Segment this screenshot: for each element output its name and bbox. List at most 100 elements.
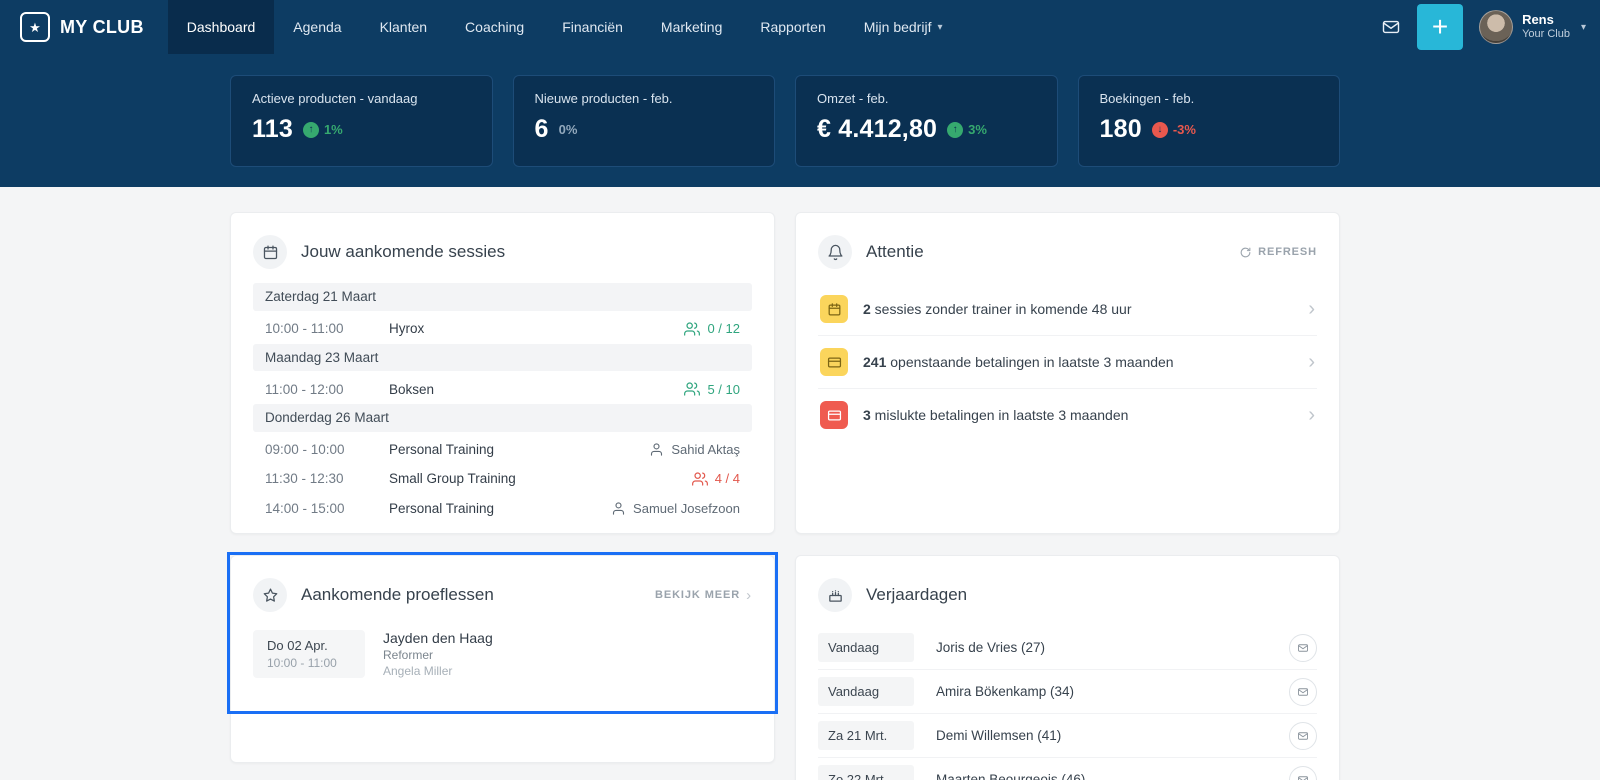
birthday-name: Amira Bökenkamp (34): [936, 684, 1074, 699]
birthday-row: Zo 22 Mrt. Maarten Beourgeois (46): [818, 758, 1317, 780]
session-time: 11:00 - 12:00: [265, 382, 389, 397]
trials-card-wrapper: Aankomende proeflessen BEKIJK MEER › Do …: [230, 555, 775, 763]
user-menu[interactable]: Rens Your Club ▾: [1479, 10, 1586, 44]
nav-item-agenda[interactable]: Agenda: [274, 0, 360, 54]
messages-icon[interactable]: [1381, 17, 1401, 37]
stat-label: Omzet - feb.: [817, 91, 1036, 106]
session-row[interactable]: 10:00 - 11:00 Hyrox 0 / 12: [253, 314, 752, 344]
mail-icon[interactable]: [1289, 766, 1317, 780]
attention-item[interactable]: 241 openstaande betalingen in laatste 3 …: [818, 336, 1317, 389]
trial-client-name: Jayden den Haag: [383, 630, 493, 646]
stat-value: 180: [1100, 115, 1142, 144]
attention-item[interactable]: 3 mislukte betalingen in laatste 3 maand…: [818, 389, 1317, 441]
user-name: Rens: [1522, 12, 1570, 28]
birthday-row: Za 21 Mrt. Demi Willemsen (41): [818, 714, 1317, 758]
refresh-label: REFRESH: [1258, 246, 1317, 258]
mail-icon[interactable]: [1289, 722, 1317, 750]
capacity-text: 4 / 4: [715, 471, 740, 486]
mail-icon[interactable]: [1289, 634, 1317, 662]
payment-card-icon: [820, 401, 848, 429]
nav-item-rapporten[interactable]: Rapporten: [741, 0, 844, 54]
refresh-icon: [1239, 246, 1252, 259]
brand[interactable]: ★ MY CLUB: [0, 0, 168, 54]
trial-details: Jayden den Haag Reformer Angela Miller: [383, 630, 493, 678]
trend-down-icon: ↓: [1152, 122, 1168, 138]
users-icon: [684, 381, 700, 397]
nav-item-coaching[interactable]: Coaching: [446, 0, 543, 54]
birthdays-card: Verjaardagen Vandaag Joris de Vries (27)…: [795, 555, 1340, 780]
stat-delta: ↑1%: [303, 122, 343, 138]
birthday-date: Zo 22 Mrt.: [818, 765, 914, 780]
calendar-icon: [253, 235, 287, 269]
nav-item-dashboard[interactable]: Dashboard: [168, 0, 275, 54]
trial-date-block: Do 02 Apr. 10:00 - 11:00: [253, 630, 365, 678]
brand-star-icon: ★: [20, 12, 50, 42]
session-date-header: Zaterdag 21 Maart: [253, 283, 752, 311]
nav-label: Rapporten: [760, 19, 825, 35]
attention-item[interactable]: 2 sessies zonder trainer in komende 48 u…: [818, 283, 1317, 336]
attention-card: Attentie REFRESH 2 sessies zonder traine…: [795, 212, 1340, 534]
nav-item-klanten[interactable]: Klanten: [361, 0, 446, 54]
stat-value: 113: [252, 115, 293, 144]
session-row[interactable]: 11:30 - 12:30 Small Group Training 4 / 4: [253, 464, 752, 494]
session-capacity: 5 / 10: [684, 381, 740, 397]
brand-name: MY CLUB: [60, 17, 144, 38]
trend-up-icon: ↑: [947, 122, 963, 138]
session-row[interactable]: 11:00 - 12:00 Boksen 5 / 10: [253, 374, 752, 404]
nav-label: Dashboard: [187, 19, 256, 35]
birthday-name: Maarten Beourgeois (46): [936, 772, 1085, 780]
birthday-date: Vandaag: [818, 633, 914, 662]
calendar-icon: [820, 295, 848, 323]
stat-value: 6: [535, 115, 549, 144]
session-time: 10:00 - 11:00: [265, 321, 389, 336]
main-content: Jouw aankomende sessies Zaterdag 21 Maar…: [230, 187, 1340, 780]
nav-label: Mijn bedrijf: [864, 19, 932, 35]
birthday-name: Joris de Vries (27): [936, 640, 1045, 655]
nav-label: Financiën: [562, 19, 623, 35]
session-row[interactable]: 14:00 - 15:00 Personal Training Samuel J…: [253, 494, 752, 523]
nav-item-financien[interactable]: Financiën: [543, 0, 642, 54]
page: ★ MY CLUB Dashboard Agenda Klanten Coach…: [0, 0, 1600, 780]
hero-section: ★ MY CLUB Dashboard Agenda Klanten Coach…: [0, 0, 1600, 187]
birthday-date: Vandaag: [818, 677, 914, 706]
birthday-name: Demi Willemsen (41): [936, 728, 1061, 743]
session-capacity: 4 / 4: [692, 471, 740, 487]
attention-text: 3 mislukte betalingen in laatste 3 maand…: [863, 407, 1128, 423]
nav-label: Coaching: [465, 19, 524, 35]
add-button[interactable]: +: [1417, 4, 1463, 50]
capacity-text: 5 / 10: [707, 382, 740, 397]
session-time: 11:30 - 12:30: [265, 471, 389, 486]
avatar: [1479, 10, 1513, 44]
attention-message: sessies zonder trainer in komende 48 uur: [871, 301, 1132, 317]
stat-delta-value: -3%: [1173, 122, 1196, 137]
stat-label: Boekingen - feb.: [1100, 91, 1319, 106]
nav-right: + Rens Your Club ▾: [1381, 0, 1600, 54]
session-name: Personal Training: [389, 442, 494, 457]
chevron-down-icon: ▾: [1581, 22, 1586, 33]
nav-item-marketing[interactable]: Marketing: [642, 0, 741, 54]
chevron-down-icon: ▾: [937, 22, 942, 33]
mail-icon[interactable]: [1289, 678, 1317, 706]
session-time: 09:00 - 10:00: [265, 442, 389, 457]
trial-date: Do 02 Apr.: [267, 638, 351, 653]
session-name: Personal Training: [389, 501, 494, 516]
card-title: Attentie: [866, 242, 924, 262]
card-title: Jouw aankomende sessies: [301, 242, 505, 262]
primary-nav: Dashboard Agenda Klanten Coaching Financ…: [168, 0, 962, 54]
chevron-right-icon: ›: [1308, 352, 1315, 372]
attention-count: 2: [863, 301, 871, 317]
nav-label: Marketing: [661, 19, 722, 35]
payment-card-icon: [820, 348, 848, 376]
session-capacity: 0 / 12: [684, 321, 740, 337]
nav-item-mijn-bedrijf[interactable]: Mijn bedrijf ▾: [845, 0, 962, 54]
trial-time: 10:00 - 11:00: [267, 656, 351, 670]
see-more-button[interactable]: BEKIJK MEER ›: [655, 588, 752, 603]
attention-count: 241: [863, 354, 886, 370]
trial-row[interactable]: Do 02 Apr. 10:00 - 11:00 Jayden den Haag…: [253, 630, 752, 678]
refresh-button[interactable]: REFRESH: [1239, 246, 1317, 259]
card-title: Aankomende proeflessen: [301, 585, 494, 605]
session-row[interactable]: 09:00 - 10:00 Personal Training Sahid Ak…: [253, 435, 752, 464]
attention-message: openstaande betalingen in laatste 3 maan…: [886, 354, 1173, 370]
attention-message: mislukte betalingen in laatste 3 maanden: [871, 407, 1129, 423]
attention-text: 241 openstaande betalingen in laatste 3 …: [863, 354, 1174, 370]
